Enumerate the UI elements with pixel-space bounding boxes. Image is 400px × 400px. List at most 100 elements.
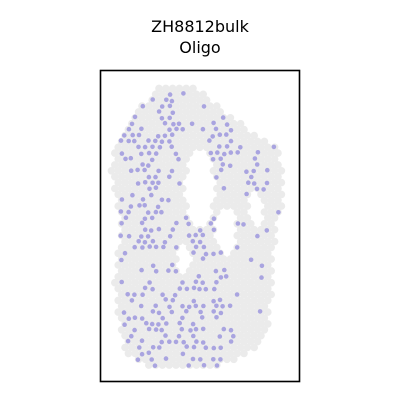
oligo-spot bbox=[198, 357, 203, 362]
tissue-spot bbox=[128, 225, 136, 234]
tissue-spot bbox=[233, 184, 241, 193]
tissue-spot bbox=[213, 290, 221, 299]
tissue-spot bbox=[213, 337, 221, 346]
tissue-spot bbox=[233, 161, 241, 169]
oligo-spot bbox=[228, 128, 234, 133]
oligo-spot bbox=[140, 162, 145, 167]
tissue-spot bbox=[209, 261, 218, 269]
oligo-spot bbox=[139, 220, 145, 226]
tissue-spot bbox=[243, 308, 252, 316]
tissue-spot bbox=[196, 108, 204, 116]
oligo-spot bbox=[153, 269, 159, 274]
oligo-spot bbox=[146, 326, 152, 332]
tissue-spot bbox=[270, 237, 279, 246]
oligo-spot bbox=[136, 239, 141, 244]
tissue-spot bbox=[233, 349, 241, 358]
oligo-spot bbox=[212, 286, 217, 292]
oligo-spot bbox=[126, 209, 131, 215]
oligo-spot bbox=[218, 156, 223, 162]
oligo-spot bbox=[149, 215, 155, 221]
oligo-spot bbox=[201, 363, 207, 368]
tissue-spot bbox=[168, 190, 177, 199]
oligo-spot bbox=[163, 356, 169, 361]
tissue-spot bbox=[226, 290, 235, 299]
tissue-spot bbox=[260, 290, 269, 299]
tissue-spot bbox=[121, 284, 129, 293]
oligo-spot bbox=[186, 363, 191, 368]
oligo-spot bbox=[259, 275, 264, 280]
tissue-spot bbox=[274, 196, 282, 205]
tissue-spot bbox=[148, 167, 156, 175]
tissue-spot bbox=[243, 284, 252, 293]
oligo-spot bbox=[135, 167, 140, 173]
tissue-spot bbox=[141, 331, 150, 340]
tissue-spot bbox=[131, 255, 139, 263]
tissue-spot bbox=[253, 267, 262, 275]
tissue-spot bbox=[172, 231, 180, 240]
tissue-spot bbox=[185, 90, 194, 99]
oligo-spot bbox=[164, 321, 169, 326]
oligo-spot bbox=[191, 285, 197, 291]
tissue-spot bbox=[145, 361, 153, 369]
tissue-spot bbox=[240, 196, 248, 205]
tissue-spot bbox=[230, 202, 238, 210]
tissue-spot bbox=[267, 220, 276, 228]
oligo-spot bbox=[200, 256, 206, 261]
tissue-spot bbox=[253, 314, 262, 322]
oligo-spot bbox=[220, 304, 225, 309]
tissue-spot bbox=[185, 243, 194, 252]
tissue-spot bbox=[216, 284, 224, 293]
tissue-spot bbox=[270, 190, 279, 199]
tissue-spot bbox=[172, 314, 180, 322]
tissue-spot bbox=[168, 320, 177, 328]
tissue-spot bbox=[175, 355, 184, 364]
tissue-spot bbox=[131, 349, 139, 358]
tissue-spot bbox=[134, 320, 143, 328]
tissue-spot bbox=[155, 261, 163, 269]
oligo-spot bbox=[142, 216, 148, 222]
tissue-spot bbox=[219, 278, 228, 287]
tissue-spot bbox=[124, 326, 133, 334]
tissue-spot bbox=[243, 273, 252, 281]
oligo-spot bbox=[159, 327, 164, 333]
tissue-spot bbox=[260, 172, 269, 181]
oligo-spot bbox=[244, 169, 249, 174]
tissue-spot bbox=[199, 90, 207, 99]
tissue-spot bbox=[192, 361, 201, 369]
tissue-spot bbox=[236, 119, 245, 128]
tissue-spot bbox=[145, 267, 153, 275]
tissue-spot bbox=[264, 155, 272, 163]
tissue-spot bbox=[240, 125, 248, 134]
oligo-spot bbox=[149, 157, 155, 163]
oligo-spot bbox=[171, 121, 176, 127]
oligo-spot bbox=[251, 168, 256, 174]
tissue-spot bbox=[185, 125, 194, 134]
tissue-spot bbox=[141, 108, 150, 116]
oligo-spot bbox=[218, 357, 223, 362]
oligo-spot bbox=[203, 251, 209, 257]
oligo-spot bbox=[214, 315, 219, 320]
tissue-spot bbox=[175, 202, 184, 210]
oligo-spot bbox=[148, 228, 154, 233]
tissue-spot bbox=[196, 343, 204, 352]
oligo-spot bbox=[130, 192, 135, 198]
tissue-spot bbox=[155, 237, 163, 246]
oligo-spot bbox=[227, 303, 233, 309]
tissue-spot bbox=[236, 331, 245, 340]
tissue-spot bbox=[260, 149, 269, 157]
tissue-spot bbox=[141, 131, 150, 140]
tissue-spot bbox=[267, 208, 276, 216]
oligo-spot bbox=[128, 168, 134, 173]
oligo-spot bbox=[125, 338, 131, 344]
tissue-spot bbox=[114, 296, 122, 305]
oligo-spot bbox=[167, 339, 172, 345]
oligo-spot bbox=[198, 309, 203, 315]
oligo-spot bbox=[211, 298, 216, 304]
oligo-spot bbox=[238, 145, 243, 150]
oligo-spot bbox=[249, 174, 254, 180]
oligo-spot bbox=[119, 151, 125, 156]
oligo-spot bbox=[199, 315, 205, 320]
tissue-spot bbox=[175, 237, 184, 246]
tissue-spot bbox=[114, 249, 122, 258]
tissue-spot bbox=[175, 343, 184, 352]
